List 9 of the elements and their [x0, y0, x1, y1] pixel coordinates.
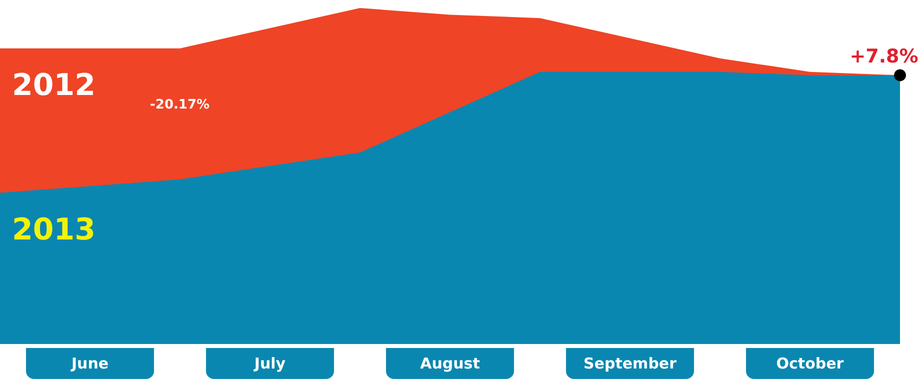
annotation: -20.17% — [150, 97, 210, 112]
series-label: 2012 — [12, 68, 96, 103]
series-label: 2013 — [12, 212, 96, 248]
x-tick-label: October — [776, 354, 844, 372]
annotation: +7.8% — [850, 46, 918, 68]
x-tick-label: June — [70, 354, 109, 372]
x-tick-label: September — [584, 354, 678, 372]
x-tick-label: August — [420, 354, 480, 372]
x-tick-label: July — [253, 354, 286, 372]
